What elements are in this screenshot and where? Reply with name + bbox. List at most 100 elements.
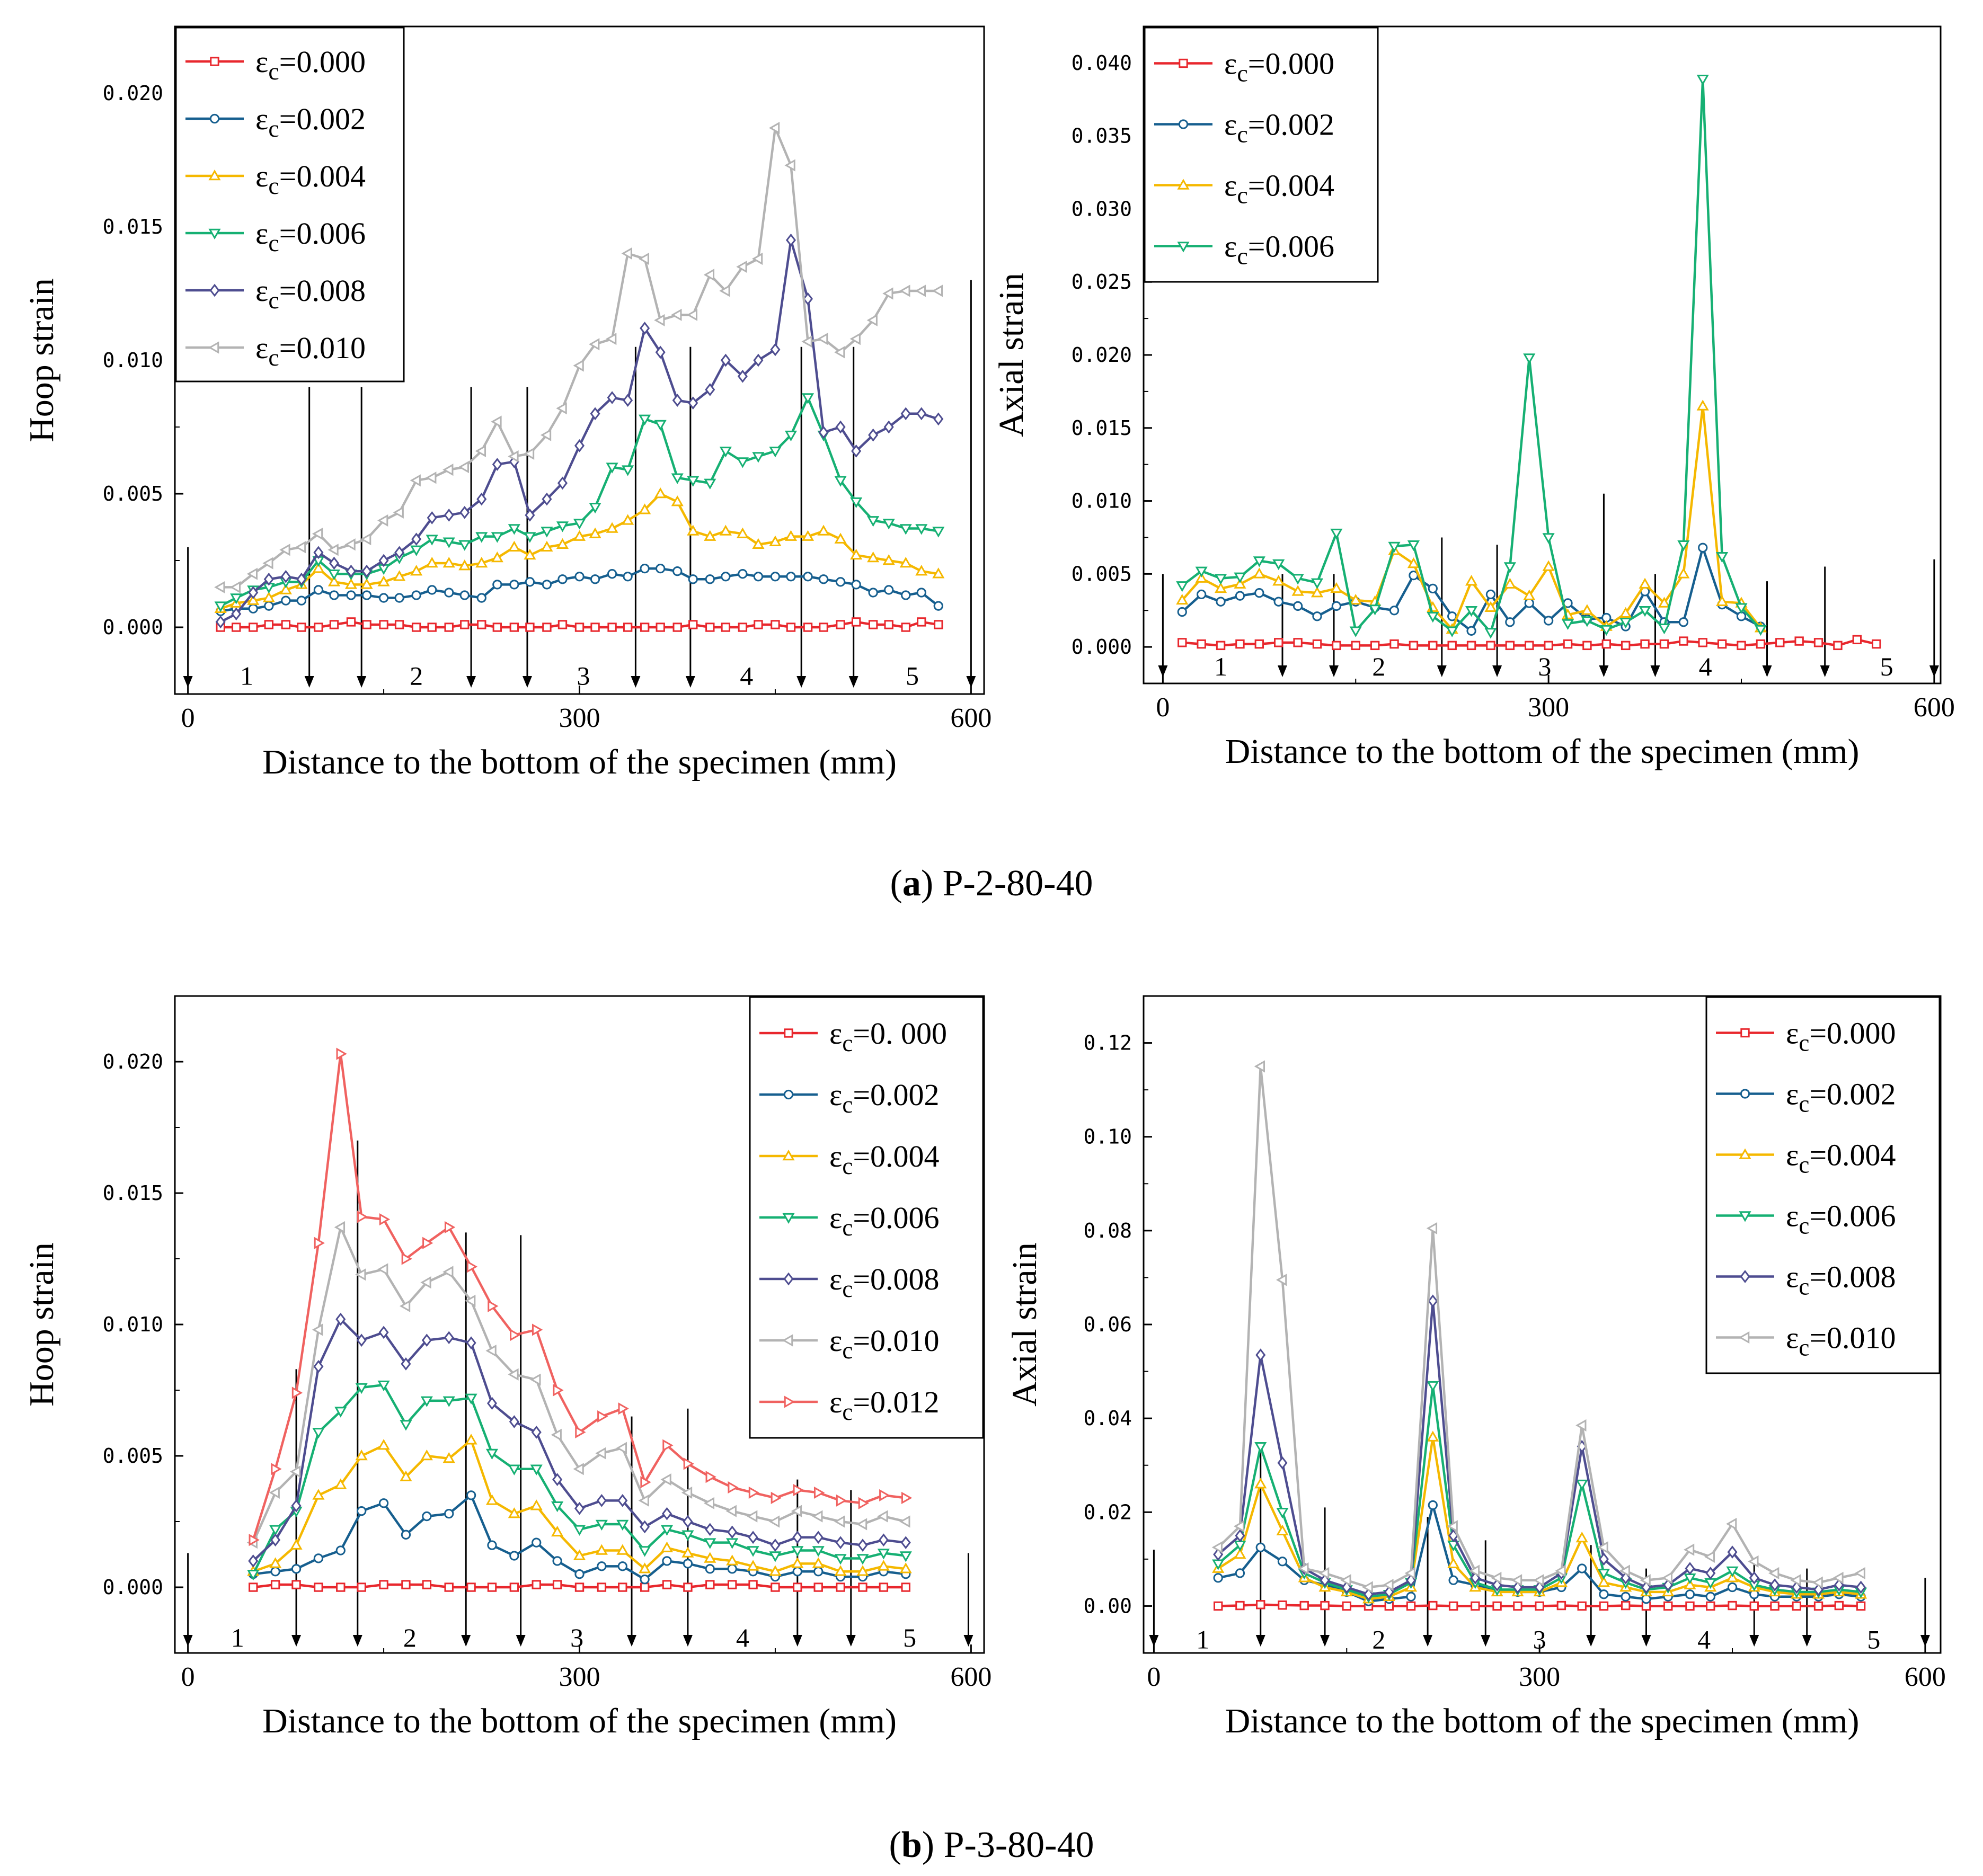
legend-label: εc=0.008 — [829, 1262, 940, 1302]
legend-label: εc=0.006 — [829, 1201, 940, 1241]
data-point — [1663, 1578, 1674, 1592]
data-point — [1312, 639, 1322, 649]
caption-b-letter: b — [901, 1825, 922, 1865]
data-point — [524, 532, 536, 543]
caption-a-text: P-2-80-40 — [933, 863, 1093, 904]
data-point — [1406, 1601, 1416, 1611]
data-point — [312, 562, 325, 573]
data-point — [747, 1546, 759, 1557]
x-axis-label: Distance to the bottom of the specimen (… — [1225, 732, 1860, 771]
y-tick-label: 0.02 — [1083, 1500, 1132, 1524]
data-point — [1523, 589, 1536, 600]
data-point — [754, 620, 763, 629]
series-0.006 — [247, 1380, 912, 1581]
data-point — [719, 447, 732, 458]
y-tick-label: 0.005 — [103, 482, 163, 505]
data-point — [818, 425, 829, 439]
data-point — [1427, 1381, 1439, 1392]
data-point — [1484, 601, 1497, 612]
data-point — [530, 1499, 543, 1510]
data-point — [281, 595, 291, 606]
data-point — [1342, 1601, 1351, 1611]
data-point — [884, 620, 893, 629]
data-point — [360, 533, 371, 546]
data-point — [877, 1510, 888, 1523]
segment-number: 3 — [1533, 1624, 1546, 1654]
data-point — [314, 623, 323, 632]
data-point — [312, 1428, 325, 1439]
data-point — [851, 444, 862, 458]
data-point — [728, 1481, 739, 1494]
data-point — [509, 623, 519, 632]
data-point — [606, 463, 618, 474]
data-point — [1448, 1601, 1458, 1611]
data-point — [791, 1546, 804, 1557]
data-point — [290, 1465, 301, 1478]
data-point — [901, 590, 911, 600]
data-point — [1535, 1601, 1544, 1611]
data-point — [1298, 1562, 1309, 1575]
data-point — [270, 1580, 280, 1589]
data-point — [401, 1530, 411, 1540]
data-point — [248, 603, 258, 614]
data-point — [1726, 1571, 1739, 1582]
series-0.000 — [249, 1580, 910, 1592]
data-point — [1407, 557, 1420, 568]
section-arrow-head — [1641, 1635, 1651, 1647]
data-point — [1556, 1601, 1566, 1611]
legend-label: εc=0.000 — [1786, 1016, 1896, 1056]
data-point — [640, 1476, 651, 1489]
data-point — [813, 1582, 823, 1592]
data-point — [638, 1494, 649, 1507]
data-point — [1716, 552, 1729, 563]
data-point — [623, 572, 633, 582]
data-point — [1407, 540, 1420, 552]
data-point — [1447, 1557, 1460, 1568]
data-point — [1351, 641, 1360, 651]
section-arrow-head — [631, 676, 641, 688]
data-point — [487, 1540, 497, 1550]
legend-label: εc=0.004 — [829, 1139, 940, 1179]
data-point — [879, 1489, 890, 1501]
legend-label: εc=0.004 — [1224, 168, 1334, 209]
data-point — [465, 1393, 477, 1404]
legend: εc=0.000 εc=0.002 εc=0.004 εc=0.006 εc=0.008… — [175, 26, 405, 383]
legend-label: εc=0.006 — [255, 216, 366, 256]
data-point — [1705, 1592, 1715, 1602]
data-point — [748, 1580, 758, 1589]
data-point — [752, 452, 765, 463]
data-point — [1856, 1580, 1866, 1594]
data-point — [1362, 1581, 1373, 1594]
data-point — [427, 623, 437, 632]
data-point — [835, 577, 846, 587]
data-point — [523, 447, 535, 460]
y-tick-label: 0.000 — [103, 616, 163, 639]
segment-number: 3 — [577, 661, 590, 691]
section-arrow-head — [1255, 1635, 1265, 1647]
data-point — [1683, 1543, 1695, 1556]
data-point — [444, 1221, 456, 1234]
section-arrow-head — [516, 1635, 526, 1647]
data-point — [1318, 1567, 1330, 1580]
series-0.002 — [248, 1490, 911, 1585]
data-point — [622, 465, 634, 476]
legend-label: εc=0.010 — [255, 331, 366, 371]
data-point — [836, 620, 845, 629]
data-point — [508, 524, 520, 535]
data-point — [817, 333, 828, 345]
data-point — [1685, 1562, 1695, 1575]
data-point — [1195, 566, 1208, 577]
data-point — [442, 1266, 454, 1278]
data-point — [915, 284, 926, 297]
data-point — [1312, 611, 1322, 621]
data-point — [1320, 1601, 1330, 1611]
data-point — [770, 343, 781, 357]
section-arrow-head — [522, 676, 532, 688]
section-arrow-head — [792, 1635, 802, 1647]
data-point — [1685, 1601, 1695, 1611]
data-point — [721, 572, 731, 582]
data-point — [344, 578, 358, 589]
data-point — [400, 1420, 412, 1431]
data-point — [672, 623, 682, 632]
data-point — [769, 1551, 782, 1562]
